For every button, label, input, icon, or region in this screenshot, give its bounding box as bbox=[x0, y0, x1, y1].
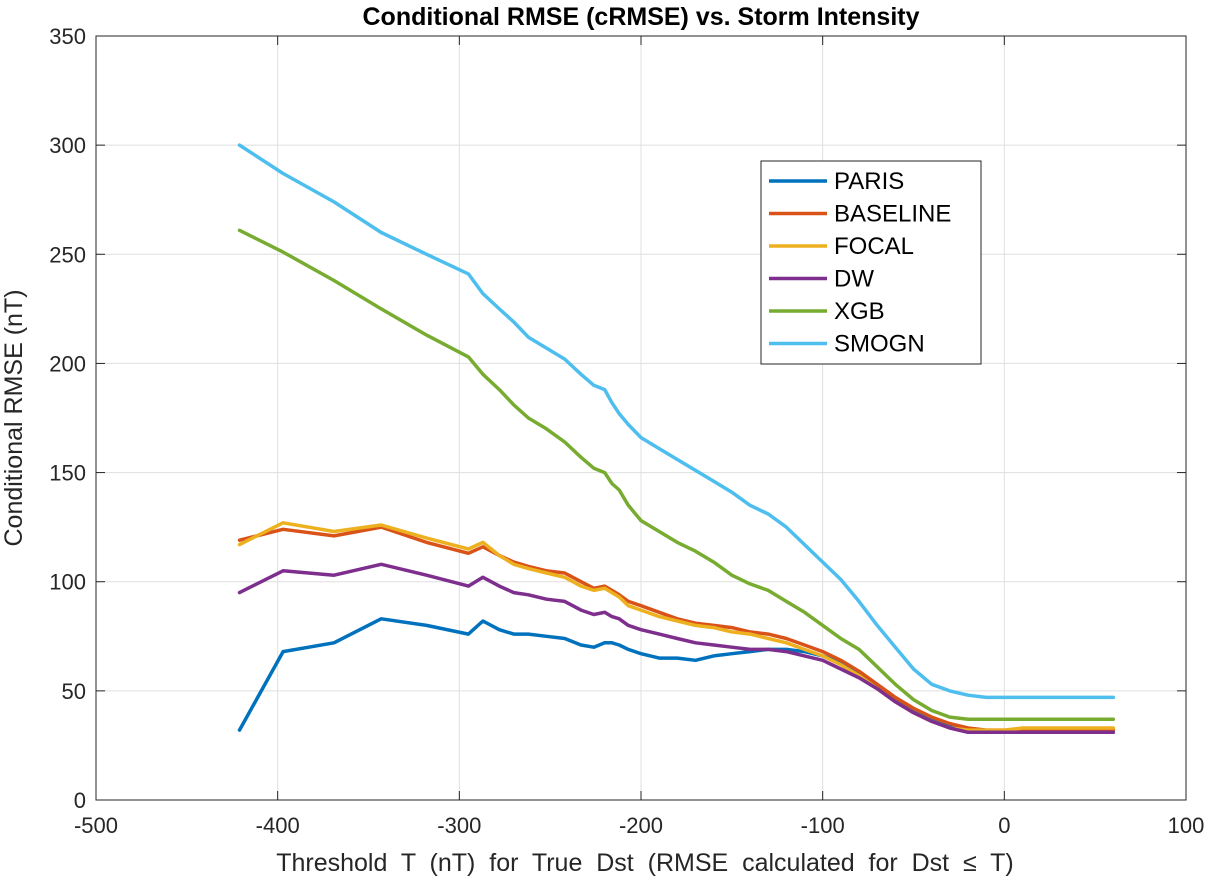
y-axis-label: Conditional RMSE (nT) bbox=[0, 289, 28, 546]
legend-box bbox=[760, 160, 982, 365]
y-tick-label: 300 bbox=[49, 133, 86, 158]
x-tick-label: -300 bbox=[437, 813, 481, 838]
x-tick-label: -400 bbox=[256, 813, 300, 838]
legend-label-baseline: BASELINE bbox=[834, 201, 951, 228]
series-lines bbox=[237, 143, 1116, 735]
tick-marks bbox=[95, 35, 1187, 801]
x-tick-label: -200 bbox=[619, 813, 663, 838]
y-tick-label: 150 bbox=[49, 461, 86, 486]
series-line-focal bbox=[237, 521, 1116, 732]
y-tick-labels: 0 50 100 150 200 250 300 350 bbox=[49, 24, 86, 813]
x-tick-labels: -500 -400 -300 -200 -100 0 100 bbox=[74, 813, 1204, 838]
series-line-xgb bbox=[237, 228, 1116, 721]
legend-label-dw: DW bbox=[834, 266, 874, 293]
legend: PARIS BASELINE FOCAL DW XGB SMOGN bbox=[760, 160, 982, 365]
legend-label-focal: FOCAL bbox=[834, 233, 914, 260]
x-axis-label: Threshold T (nT) for True Dst (RMSE calc… bbox=[276, 849, 1014, 877]
x-tick-label: -500 bbox=[74, 813, 118, 838]
y-tick-label: 0 bbox=[74, 788, 86, 813]
y-tick-label: 250 bbox=[49, 242, 86, 267]
x-tick-label: 0 bbox=[998, 813, 1010, 838]
legend-label-xgb: XGB bbox=[834, 298, 885, 325]
series-line-dw bbox=[237, 562, 1116, 735]
x-tick-label: 100 bbox=[1168, 813, 1205, 838]
series-line-smogn bbox=[237, 143, 1116, 700]
y-tick-label: 350 bbox=[49, 24, 86, 49]
chart-title: Conditional RMSE (cRMSE) vs. Storm Inten… bbox=[363, 3, 920, 31]
y-tick-label: 100 bbox=[49, 570, 86, 595]
y-tick-label: 50 bbox=[62, 679, 86, 704]
legend-label-paris: PARIS bbox=[834, 168, 904, 195]
legend-items: PARIS BASELINE FOCAL DW XGB SMOGN bbox=[769, 168, 951, 358]
y-tick-label: 200 bbox=[49, 351, 86, 376]
x-tick-label: -100 bbox=[801, 813, 845, 838]
legend-label-smogn: SMOGN bbox=[834, 331, 925, 358]
